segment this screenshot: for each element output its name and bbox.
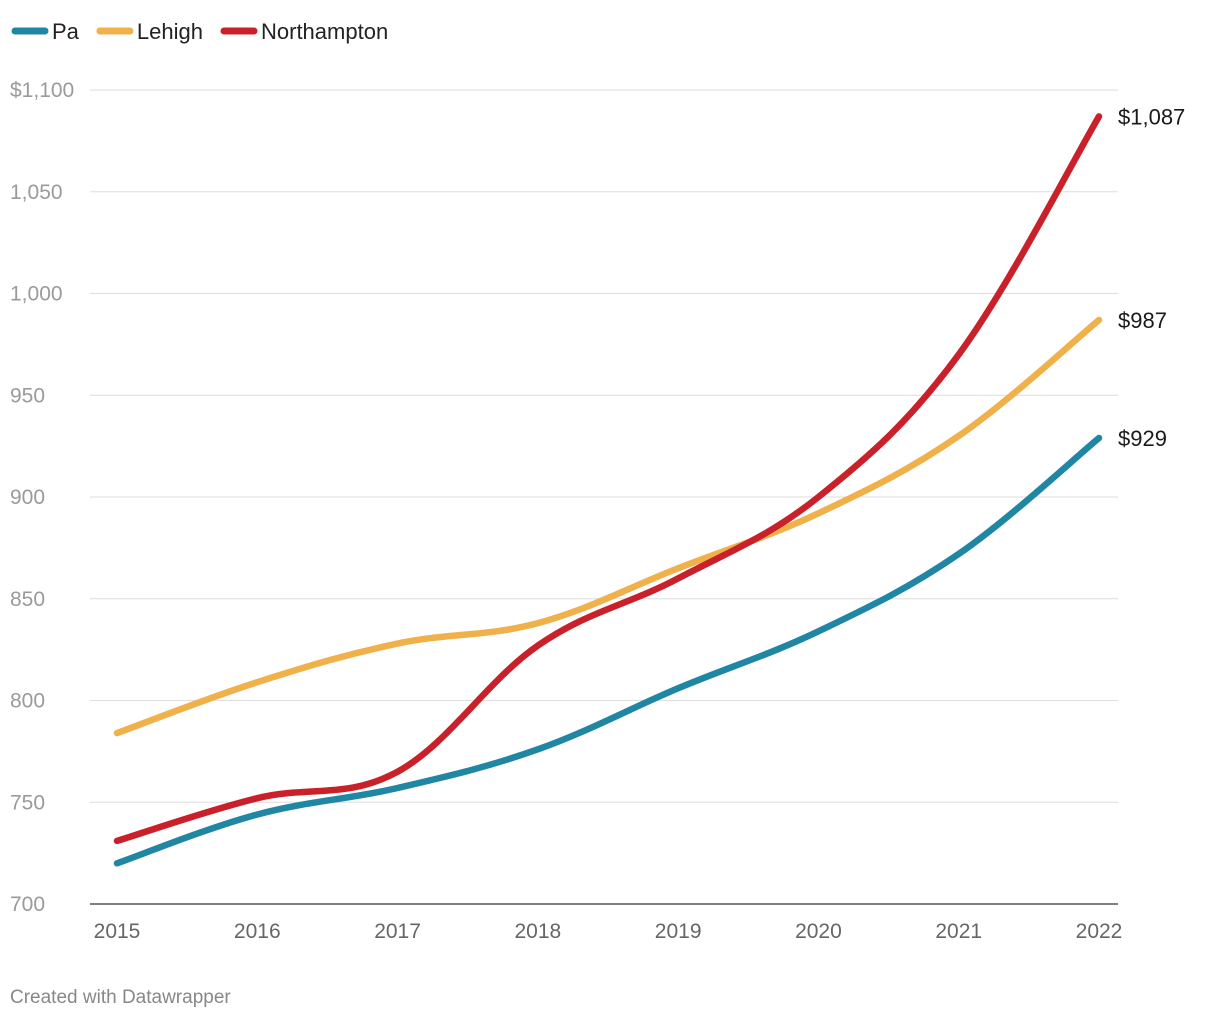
x-tick-label: 2018 (514, 920, 561, 943)
legend: Pa Lehigh Northampton (11, 19, 388, 44)
y-tick-label: 1,000 (10, 283, 63, 306)
y-tick-label: 850 (10, 588, 45, 611)
x-tick-label: 2015 (94, 920, 141, 943)
x-tick-label: 2019 (655, 920, 702, 943)
gridlines (90, 89, 1118, 905)
legend-label-lehigh: Lehigh (137, 19, 203, 44)
legend-label-northampton: Northampton (261, 19, 388, 44)
footer-credit: Created with Datawrapper (10, 987, 231, 1008)
x-tick-label: 2016 (234, 920, 281, 943)
series-line-northampton (113, 113, 1103, 845)
y-tick-label: 700 (10, 893, 45, 916)
y-tick-label: $1,100 (10, 79, 74, 102)
y-tick-label: 750 (10, 791, 45, 814)
x-tick-label: 2020 (795, 920, 842, 943)
end-label-lehigh: $987 (1118, 308, 1167, 333)
legend-label-pa: Pa (52, 19, 80, 44)
series-line-lehigh (113, 316, 1103, 737)
x-tick-label: 2021 (935, 920, 982, 943)
x-tick-label: 2022 (1076, 920, 1123, 943)
x-axis-ticks: 2015 2016 2017 2018 2019 2020 2021 2022 (94, 920, 1123, 943)
end-label-northampton: $1,087 (1118, 104, 1185, 129)
y-tick-label: 800 (10, 690, 45, 713)
y-axis-ticks: 700 750 800 850 900 950 1,000 1,050 $1,100 (10, 79, 74, 916)
y-tick-label: 900 (10, 486, 45, 509)
end-labels: $929 $987 $1,087 (1118, 104, 1185, 451)
x-tick-label: 2017 (374, 920, 421, 943)
series-line-pa (113, 434, 1103, 867)
series-lines (113, 113, 1103, 867)
end-label-pa: $929 (1118, 426, 1167, 451)
y-tick-label: 950 (10, 384, 45, 407)
y-tick-label: 1,050 (10, 181, 63, 204)
